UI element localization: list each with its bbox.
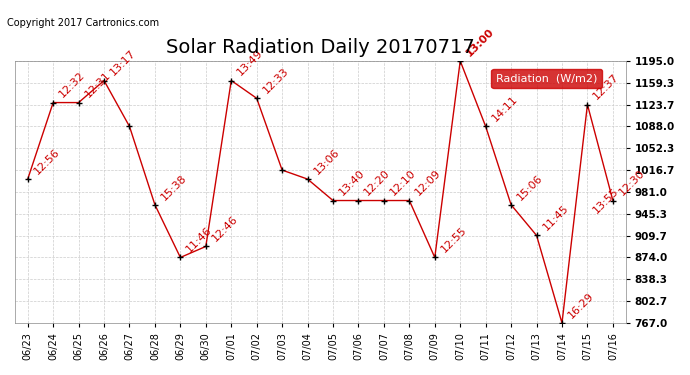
Text: 11:45: 11:45 bbox=[541, 203, 570, 232]
Title: Solar Radiation Daily 20170717: Solar Radiation Daily 20170717 bbox=[166, 38, 475, 57]
Text: 12:09: 12:09 bbox=[413, 168, 443, 198]
Text: 13:00: 13:00 bbox=[464, 26, 496, 58]
Text: 15:38: 15:38 bbox=[159, 172, 188, 202]
Text: 11:46: 11:46 bbox=[184, 225, 214, 255]
Text: 13:06: 13:06 bbox=[312, 147, 341, 176]
Text: 12:10: 12:10 bbox=[388, 168, 417, 198]
Text: 12:55: 12:55 bbox=[439, 225, 469, 255]
Text: 13:17: 13:17 bbox=[108, 48, 138, 78]
Text: Copyright 2017 Cartronics.com: Copyright 2017 Cartronics.com bbox=[7, 18, 159, 28]
Text: 14:11: 14:11 bbox=[490, 94, 520, 124]
Text: 15:06: 15:06 bbox=[515, 172, 544, 202]
Text: 13:49: 13:49 bbox=[235, 48, 265, 78]
Text: 12:56: 12:56 bbox=[32, 147, 61, 176]
Legend: Radiation  (W/m2): Radiation (W/m2) bbox=[491, 69, 602, 88]
Text: 12:33: 12:33 bbox=[261, 66, 290, 96]
Text: 12:46: 12:46 bbox=[210, 214, 239, 244]
Text: 12:37: 12:37 bbox=[591, 72, 621, 102]
Text: 12:20: 12:20 bbox=[363, 168, 392, 198]
Text: 13:55: 13:55 bbox=[591, 186, 621, 216]
Text: 12:30: 12:30 bbox=[617, 168, 647, 198]
Text: 16:29: 16:29 bbox=[566, 291, 595, 320]
Text: 13:40: 13:40 bbox=[337, 168, 366, 198]
Text: 12:31: 12:31 bbox=[83, 70, 112, 100]
Text: 12:32: 12:32 bbox=[57, 70, 87, 100]
